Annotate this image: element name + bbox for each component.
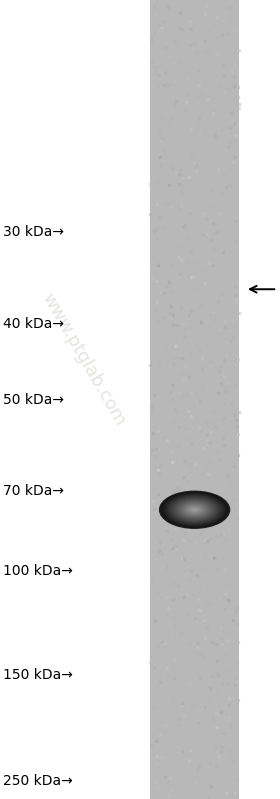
Ellipse shape	[162, 492, 227, 527]
Text: 150 kDa→: 150 kDa→	[3, 668, 73, 682]
Ellipse shape	[166, 495, 223, 525]
Ellipse shape	[161, 491, 228, 528]
Ellipse shape	[168, 495, 221, 524]
Ellipse shape	[182, 503, 207, 516]
Bar	[150, 0, 239, 799]
Ellipse shape	[175, 499, 214, 520]
Ellipse shape	[189, 507, 200, 513]
Ellipse shape	[171, 497, 218, 523]
Text: 100 kDa→: 100 kDa→	[3, 564, 73, 578]
Ellipse shape	[187, 506, 202, 514]
Text: 30 kDa→: 30 kDa→	[3, 225, 64, 239]
Ellipse shape	[170, 496, 220, 523]
Ellipse shape	[173, 499, 216, 521]
Ellipse shape	[186, 505, 204, 515]
Text: 50 kDa→: 50 kDa→	[3, 392, 64, 407]
Ellipse shape	[184, 504, 205, 515]
Ellipse shape	[193, 509, 196, 511]
Text: 40 kDa→: 40 kDa→	[3, 317, 64, 332]
Ellipse shape	[191, 508, 198, 511]
Ellipse shape	[180, 502, 209, 518]
Text: 70 kDa→: 70 kDa→	[3, 484, 64, 499]
Ellipse shape	[177, 500, 213, 519]
Ellipse shape	[159, 491, 230, 529]
Ellipse shape	[179, 501, 211, 519]
Text: www.ptglab.com: www.ptglab.com	[39, 290, 129, 429]
Ellipse shape	[164, 494, 225, 526]
Text: 250 kDa→: 250 kDa→	[3, 774, 73, 789]
